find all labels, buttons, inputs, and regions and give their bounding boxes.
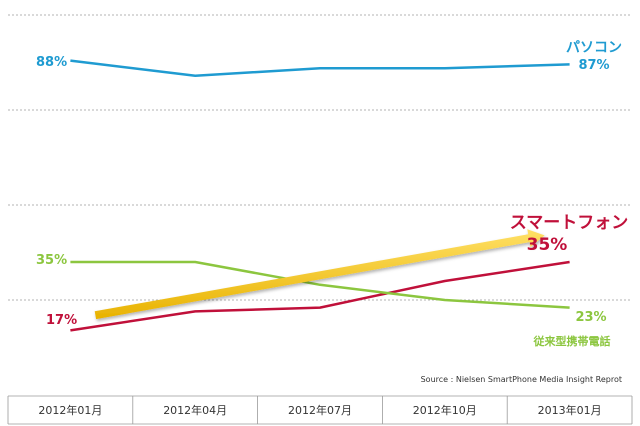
pc-series-line [70,59,570,78]
smartphone-start-value-label: 17% [46,313,77,328]
pc-series-label: パソコン [566,40,622,56]
smartphone-end-value-label: 35% [527,235,568,255]
feature-phone-series-label: 従来型携帯電話 [533,334,611,348]
smartphone-series-label: スマートフォン [510,213,629,233]
x-tick-label: 2013年01月 [538,403,602,417]
feature-phone-series-line [70,260,570,309]
source-note: Source : Nielsen SmartPhone Media Insigh… [421,375,622,384]
feature-phone-start-value-label: 35% [36,253,67,268]
feature-phone-end-value-label: 23% [575,310,606,325]
pc-end-value-label: 87% [578,58,609,73]
pc-start-value-label: 88% [36,55,67,70]
x-tick-label: 2012年04月 [163,403,227,417]
trend-arrow [94,229,545,320]
x-tick-label: 2012年10月 [413,403,477,417]
x-tick-label: 2012年07月 [288,403,352,417]
smartphone-series-line [70,260,570,332]
x-tick-label: 2012年01月 [38,403,102,417]
